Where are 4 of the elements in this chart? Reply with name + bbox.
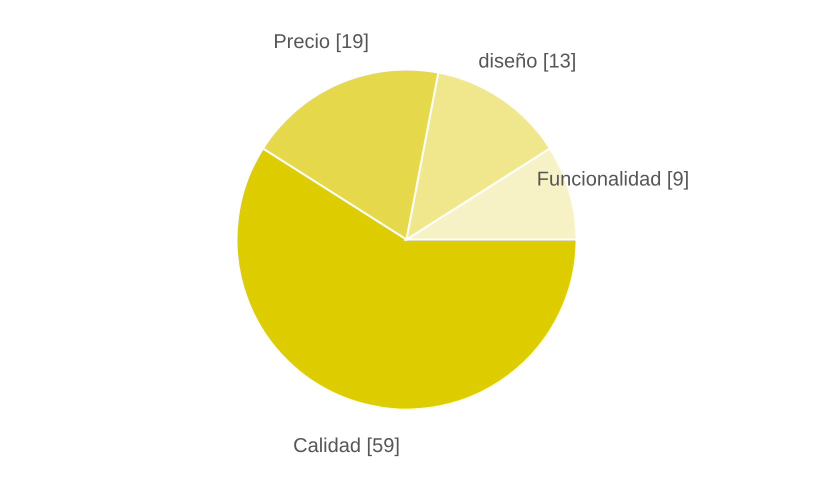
slice-label: Precio [19]: [273, 31, 369, 54]
slice-label: Funcionalidad [9]: [536, 168, 690, 191]
slice-label: Calidad [59]: [293, 434, 400, 457]
slice-label: diseño [13]: [478, 50, 576, 73]
